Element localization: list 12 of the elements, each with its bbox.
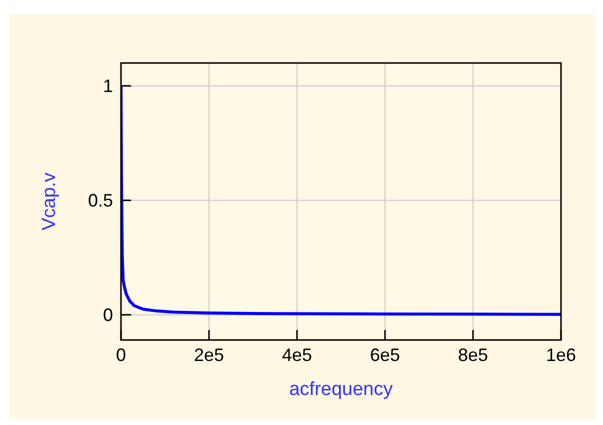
x-tick-label: 2e5 [194, 345, 224, 365]
x-tick-label: 6e5 [370, 345, 400, 365]
line-series [121, 84, 561, 316]
x-axis-title: acfrequency [289, 379, 394, 400]
y-tick-label: 1 [102, 76, 113, 96]
x-tick-label: 1e6 [546, 345, 576, 365]
y-axis-title: Vcap.v [39, 172, 60, 231]
x-tick-label: 0 [116, 345, 126, 365]
x-tick-label: 4e5 [282, 345, 312, 365]
y-tick-label: 0 [102, 304, 113, 325]
y-tick-label: 0.5 [88, 190, 113, 210]
x-tick-label: 8e5 [458, 345, 488, 365]
